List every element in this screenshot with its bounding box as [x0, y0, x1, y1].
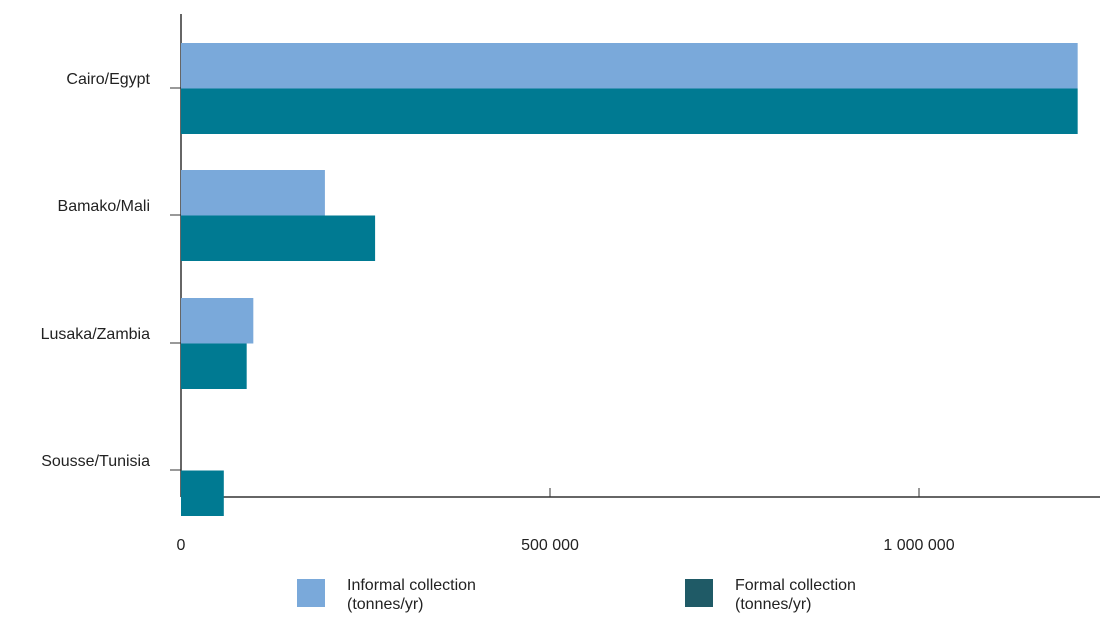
- bar-cairo-egypt-formal: [181, 88, 1078, 134]
- bar-bamako-mali-informal: [181, 170, 325, 216]
- legend-item-informal: Informal collection (tonnes/yr): [297, 576, 476, 614]
- legend-label-informal: Informal collection (tonnes/yr): [347, 576, 476, 614]
- x-tick-label: 0: [177, 537, 186, 554]
- x-tick-label: 1 000 000: [883, 537, 954, 554]
- x-tick-label: 500 000: [521, 537, 579, 554]
- legend-label-formal: Formal collection (tonnes/yr): [735, 576, 856, 614]
- y-tick-label: Bamako/Mali: [58, 198, 150, 215]
- legend-label-informal-line2: (tonnes/yr): [347, 596, 424, 613]
- bar-chart: Cairo/Egypt Bamako/Mali Lusaka/Zambia Souss…: [41, 14, 1100, 554]
- legend-label-formal-line2: (tonnes/yr): [735, 596, 812, 613]
- y-tick-label: Cairo/Egypt: [66, 71, 150, 88]
- legend-item-formal: Formal collection (tonnes/yr): [685, 576, 856, 614]
- bar-lusaka-zambia-informal: [181, 298, 254, 344]
- bar-sousse-tunisia-formal: [181, 470, 224, 516]
- bar-lusaka-zambia-formal: [181, 343, 247, 389]
- chart-bars: [181, 43, 1078, 516]
- legend-swatch-informal: [297, 579, 325, 607]
- chart-legend: Informal collection (tonnes/yr) Formal c…: [0, 576, 1114, 619]
- legend-swatch-formal: [685, 579, 713, 607]
- chart-labels: Cairo/Egypt Bamako/Mali Lusaka/Zambia Souss…: [41, 71, 955, 554]
- bar-bamako-mali-formal: [181, 215, 376, 261]
- bar-cairo-egypt-informal: [181, 43, 1078, 89]
- y-tick-label: Sousse/Tunisia: [41, 453, 150, 470]
- legend-label-formal-line1: Formal collection: [735, 577, 856, 594]
- y-tick-label: Lusaka/Zambia: [41, 326, 150, 343]
- legend-label-informal-line1: Informal collection: [347, 577, 476, 594]
